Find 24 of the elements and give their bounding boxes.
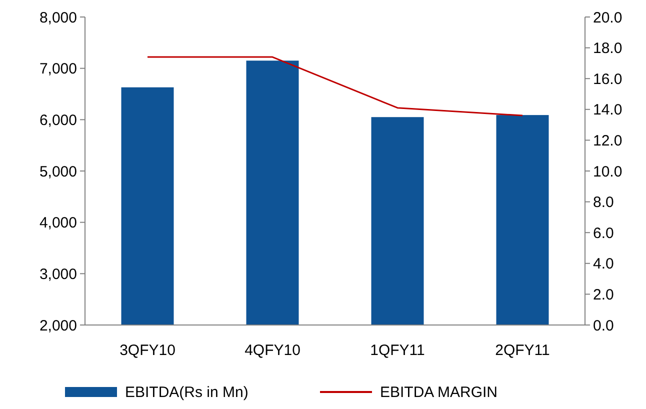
y2-tick-label: 10.0 [593, 163, 622, 180]
y-tick-label: 4,000 [39, 214, 77, 232]
y-tick-label: 7,000 [39, 60, 77, 78]
y2-tick-label: 18.0 [593, 40, 622, 58]
y2-tick-label: 16.0 [593, 70, 622, 88]
y-tick-label: 2,000 [39, 317, 77, 334]
y2-tick-label: 4.0 [593, 256, 614, 273]
legend-label: EBITDA(Rs in Mn) [125, 384, 248, 401]
y2-tick-label: 14.0 [593, 102, 622, 119]
x-tick-label: 1QFY11 [370, 342, 425, 359]
y2-tick-label: 0.0 [593, 317, 614, 334]
x-tick-label: 2QFY11 [495, 342, 550, 359]
y-tick-label: 5,000 [39, 163, 77, 180]
legend-label: EBITDA MARGIN [380, 384, 498, 401]
y2-tick-label: 6.0 [593, 224, 614, 242]
y-tick-label: 8,000 [39, 9, 77, 26]
y2-tick-label: 2.0 [593, 286, 614, 304]
y2-tick-label: 12.0 [593, 132, 622, 150]
y2-tick-label: 20.0 [593, 9, 622, 26]
y-tick-label: 6,000 [39, 112, 77, 129]
y2-tick-label: 8.0 [593, 194, 614, 212]
x-tick-label: 3QFY10 [120, 342, 176, 359]
x-tick-label: 4QFY10 [244, 342, 300, 359]
y-tick-label: 3,000 [39, 266, 77, 283]
